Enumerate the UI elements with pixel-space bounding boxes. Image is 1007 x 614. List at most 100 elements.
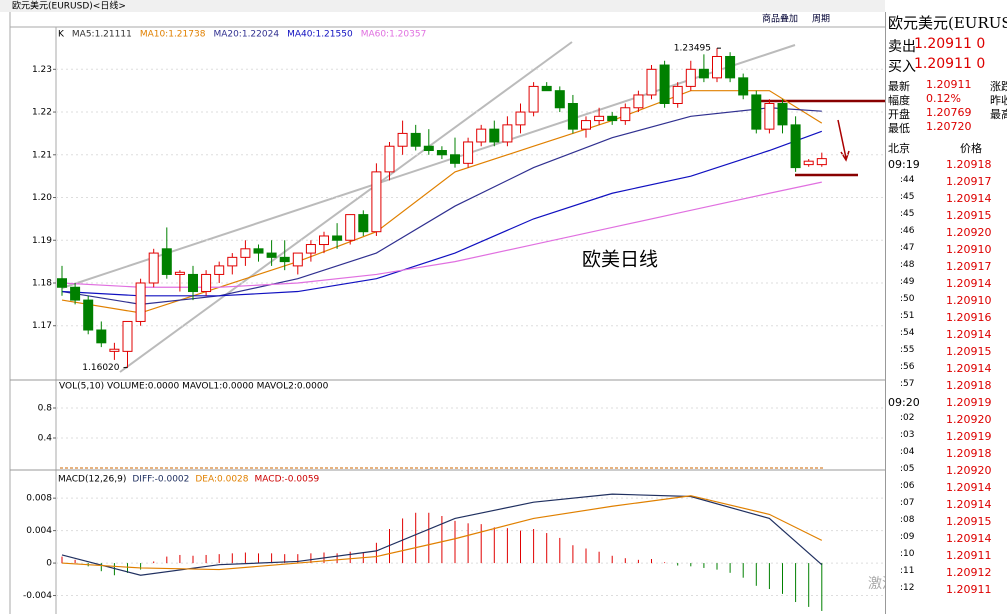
tick-time: :49 bbox=[900, 277, 915, 287]
toolbar-button[interactable]: 商品叠加 bbox=[762, 13, 798, 25]
tick-price: 1.20919 bbox=[946, 430, 992, 443]
tick-price: 1.20917 bbox=[946, 175, 992, 188]
quote-label: 买入 bbox=[888, 59, 916, 75]
y-tick-label: 0.8 bbox=[38, 404, 53, 414]
candle-body bbox=[594, 115, 605, 122]
tick-time: :12 bbox=[900, 583, 915, 593]
candle-body bbox=[751, 94, 762, 130]
candle-body bbox=[70, 286, 81, 301]
tick-price: 1.20918 bbox=[946, 379, 992, 392]
tick-time: 09:19 bbox=[888, 158, 920, 171]
candle-body bbox=[135, 282, 146, 322]
candle-body bbox=[790, 124, 801, 169]
candle-body bbox=[685, 68, 696, 87]
candle-body bbox=[712, 55, 722, 79]
candle-body bbox=[528, 85, 539, 113]
y-tick-label: 1.21 bbox=[32, 150, 52, 160]
candle-body bbox=[384, 145, 395, 173]
tick-time: :54 bbox=[900, 328, 915, 338]
candle-body bbox=[174, 271, 185, 275]
candle-body bbox=[554, 90, 565, 109]
chart-caption: 欧美日线 bbox=[582, 249, 658, 271]
tick-time: :47 bbox=[900, 243, 915, 253]
tick-time: :51 bbox=[900, 311, 915, 321]
candle-body bbox=[57, 278, 67, 288]
tick-time: :05 bbox=[900, 464, 915, 474]
candle-body bbox=[188, 273, 198, 293]
tick-price: 1.20914 bbox=[946, 328, 992, 341]
candle-body bbox=[463, 141, 474, 164]
candle-body bbox=[332, 235, 343, 241]
tick-time: :48 bbox=[900, 260, 915, 270]
candle-body bbox=[450, 154, 460, 164]
candle-body bbox=[567, 102, 578, 130]
quote-label: 卖出 bbox=[888, 39, 916, 55]
candle-body bbox=[240, 248, 251, 258]
tick-time: :45 bbox=[900, 192, 915, 202]
annotation: 1.16020 bbox=[82, 363, 119, 373]
tick-price: 1.20915 bbox=[946, 345, 992, 358]
annotation: 1.23495 bbox=[674, 44, 711, 54]
candle-body bbox=[319, 235, 329, 246]
candle-body bbox=[581, 120, 591, 130]
y-tick-label: 0.008 bbox=[26, 494, 52, 504]
candle-body bbox=[148, 252, 159, 284]
macd-line bbox=[61, 493, 823, 576]
window-title: 欧元美元(EURUSD)<日线> bbox=[12, 0, 126, 12]
candle-body bbox=[345, 214, 356, 241]
tick-price: 1.20920 bbox=[946, 413, 992, 426]
tick-time: :45 bbox=[900, 209, 915, 219]
candle-body bbox=[96, 329, 107, 344]
candle-body bbox=[816, 158, 827, 166]
y-tick-label: 1.20 bbox=[32, 193, 52, 203]
candle-body bbox=[541, 85, 552, 92]
tick-time: :46 bbox=[900, 226, 915, 236]
candle-body bbox=[502, 124, 513, 143]
macd-legend: MACD(12,26,9) bbox=[58, 475, 126, 485]
tick-time: :10 bbox=[900, 549, 915, 559]
candle-body bbox=[358, 214, 369, 233]
tick-price: 1.20915 bbox=[946, 515, 992, 528]
candle-body bbox=[489, 128, 500, 143]
y-tick-label: 1.23 bbox=[32, 65, 52, 75]
quote-label: 最新 bbox=[888, 80, 910, 93]
legend-item: MA5:1.21111 bbox=[72, 30, 132, 40]
candle-body bbox=[122, 320, 133, 352]
legend-item: MA10:1.21738 bbox=[140, 30, 206, 40]
tick-price: 1.20914 bbox=[946, 362, 992, 375]
candle-body bbox=[266, 252, 277, 258]
tick-price: 1.20920 bbox=[946, 464, 992, 477]
tick-price: 1.20912 bbox=[946, 566, 992, 579]
quote-label: 最高 bbox=[990, 108, 1007, 121]
tick-time: :57 bbox=[900, 379, 915, 389]
tick-time: :09 bbox=[900, 532, 915, 542]
candle-body bbox=[476, 128, 487, 143]
candle-body bbox=[777, 102, 788, 126]
quote-value: 1.20769 bbox=[926, 106, 972, 119]
candle-body bbox=[423, 145, 434, 152]
macd-legend: MACD:-0.0059 bbox=[255, 475, 320, 485]
y-tick-label: 0 bbox=[46, 559, 52, 569]
y-tick-label: 0.004 bbox=[26, 526, 52, 536]
tick-price: 1.20914 bbox=[946, 192, 992, 205]
tick-price: 1.20914 bbox=[946, 481, 992, 494]
quote-label: 昨收 bbox=[990, 94, 1007, 107]
tick-time: :02 bbox=[900, 413, 915, 423]
candle-body bbox=[515, 111, 526, 126]
candle-body bbox=[161, 248, 172, 275]
tick-time: 09:20 bbox=[888, 396, 920, 409]
bg bbox=[0, 0, 885, 614]
legend-item: MA40:1.21550 bbox=[287, 30, 353, 40]
toolbar-button[interactable]: 周期 bbox=[812, 14, 830, 25]
quote-value: 1.20911 0 bbox=[914, 36, 986, 52]
tick-header: 北京 bbox=[888, 142, 910, 155]
channel-line bbox=[61, 44, 796, 289]
tick-header: 价格 bbox=[960, 142, 982, 155]
y-tick-label: -0.004 bbox=[23, 591, 52, 601]
tick-price: 1.20919 bbox=[946, 396, 992, 409]
candle-body bbox=[214, 265, 225, 275]
tick-price: 1.20918 bbox=[946, 447, 992, 460]
tick-time: :55 bbox=[900, 345, 915, 355]
tick-time: :56 bbox=[900, 362, 915, 372]
